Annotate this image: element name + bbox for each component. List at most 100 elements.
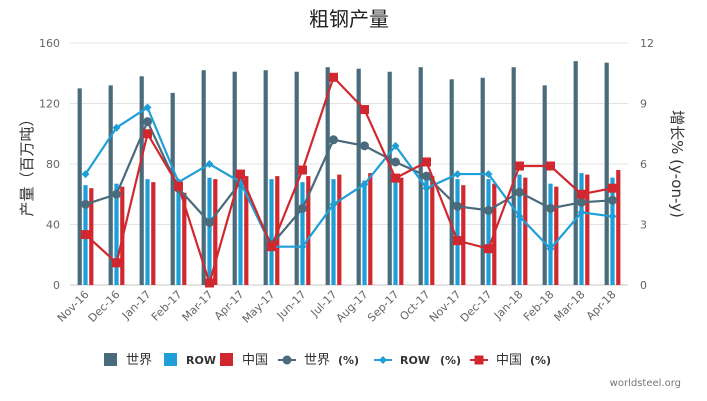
bar-世界 [77, 88, 82, 285]
point-中国 [422, 157, 431, 167]
bar-世界 [325, 67, 330, 285]
x-tick-label: Dec-16 [86, 288, 123, 325]
bar-世界 [480, 77, 485, 285]
bar-ROW [331, 179, 336, 285]
point-ROW [515, 212, 524, 221]
bar-世界 [201, 70, 206, 285]
legend-label-世界: 世界 [304, 353, 330, 368]
y2-axis-label: 增长% (y-on-y) [668, 110, 686, 218]
line-中国 [84, 75, 613, 287]
bar-世界 [418, 67, 423, 285]
point-中国 [360, 105, 369, 115]
x-tick-label: Jan-17 [119, 288, 154, 323]
point-ROW [298, 242, 307, 251]
bar-世界 [542, 85, 547, 285]
point-ROW [453, 170, 462, 179]
legend-swatch-中国 [220, 353, 233, 366]
y-tick-label: 120 [39, 98, 60, 111]
y2-tick-label: 3 [640, 219, 647, 232]
bar-ROW [207, 177, 212, 285]
bar-ROW [393, 179, 398, 285]
legend-suffix: (%) [440, 354, 461, 367]
bar-ROW [145, 179, 150, 285]
bar-ROW [610, 177, 615, 285]
point-ROW [205, 160, 214, 168]
bar-ROW [548, 183, 553, 285]
bar-ROW [269, 179, 274, 285]
line-世界 [85, 118, 613, 247]
y-tick-label: 160 [39, 37, 60, 50]
legend-suffix: (%) [530, 354, 551, 367]
point-世界 [112, 189, 121, 199]
point-世界 [205, 217, 214, 227]
point-世界 [81, 199, 90, 209]
bar-ROW [579, 173, 584, 285]
bar-中国 [337, 174, 342, 285]
point-中国 [143, 129, 152, 139]
bar-中国 [182, 192, 187, 285]
legend-marker-中国 [474, 355, 484, 365]
y2-tick-label: 9 [640, 98, 647, 111]
bar-中国 [213, 179, 218, 285]
x-tick-label: Feb-17 [149, 288, 185, 324]
bar-ROW [114, 183, 119, 285]
x-tick-label: Apr-18 [584, 288, 619, 323]
bar-世界 [356, 68, 361, 286]
point-中国 [267, 242, 276, 252]
legend-marker-ROW [379, 356, 387, 364]
point-ROW [484, 170, 493, 179]
point-世界 [298, 203, 307, 213]
bar-中国 [89, 188, 94, 285]
legend-suffix: (%) [338, 354, 359, 367]
bar-中国 [616, 170, 621, 285]
legend-label-中国: 中国 [242, 353, 268, 368]
bar-世界 [170, 92, 175, 285]
point-中国 [298, 165, 307, 175]
point-世界 [546, 203, 555, 213]
bar-ROW [455, 179, 460, 285]
point-世界 [143, 117, 152, 127]
point-ROW [112, 123, 121, 132]
legend-label-ROW: ROW [186, 354, 216, 367]
x-tick-label: Mar-18 [552, 288, 588, 324]
point-世界 [453, 201, 462, 211]
x-tick-label: May-17 [240, 288, 278, 326]
bar-世界 [139, 76, 144, 286]
y-tick-label: 40 [46, 219, 60, 232]
x-tick-label: Oct-17 [397, 288, 432, 323]
point-中国 [453, 236, 462, 246]
bar-中国 [399, 177, 404, 285]
bar-世界 [449, 79, 454, 285]
bar-ROW [300, 182, 305, 285]
point-ROW [360, 180, 369, 189]
point-中国 [205, 278, 214, 288]
point-ROW [608, 212, 617, 221]
y-axis-label: 产量（百万吨） [18, 111, 36, 216]
x-tick-label: Jun-17 [274, 288, 309, 323]
bar-ROW [238, 177, 243, 285]
point-世界 [577, 197, 586, 207]
point-世界 [391, 157, 400, 167]
point-中国 [112, 258, 121, 268]
bar-世界 [294, 71, 299, 285]
x-tick-label: Nov-16 [55, 288, 92, 325]
bar-ROW [486, 179, 491, 285]
source-watermark: worldsteel.org [610, 378, 681, 389]
legend-swatch-世界 [104, 353, 117, 366]
chart-title: 粗钢产量 [309, 7, 389, 31]
legend-label-ROW: ROW [400, 354, 430, 367]
x-tick-label: Dec-17 [458, 288, 495, 325]
bar-中国 [244, 176, 249, 285]
x-tick-label: Mar-17 [180, 288, 216, 324]
point-中国 [174, 181, 183, 191]
point-ROW [329, 200, 338, 209]
point-中国 [81, 230, 90, 240]
bar-世界 [263, 70, 268, 285]
bar-世界 [604, 62, 609, 285]
bar-世界 [511, 67, 516, 285]
bar-ROW [424, 177, 429, 285]
point-中国 [577, 189, 586, 199]
point-世界 [484, 205, 493, 215]
x-tick-label: Aug-17 [334, 288, 371, 325]
y2-tick-label: 0 [640, 279, 647, 292]
